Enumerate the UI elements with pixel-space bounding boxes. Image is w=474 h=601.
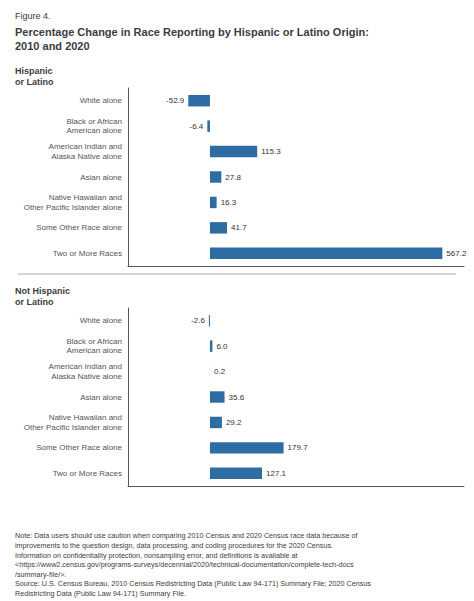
svg-text:American alone: American alone [66,346,122,355]
svg-text:27.8: 27.8 [225,173,241,182]
svg-text:Other Pacific Islander alone: Other Pacific Islander alone [24,423,123,432]
svg-text:Source: U.S. Census Bureau, 20: Source: U.S. Census Bureau, 2010 Census … [15,579,371,588]
svg-text:41.7: 41.7 [231,223,247,232]
svg-text:2010 and 2020: 2010 and 2020 [15,40,90,52]
svg-text:or Latino: or Latino [15,297,54,307]
svg-text:American Indian and: American Indian and [49,142,122,151]
svg-text:Two or More Races: Two or More Races [53,249,122,258]
svg-text:Native Hawaiian and: Native Hawaiian and [49,413,122,422]
svg-text:or Latino: or Latino [15,77,54,87]
svg-text:Black or African: Black or African [66,337,122,346]
svg-text:Some Other Race alone: Some Other Race alone [36,223,122,232]
svg-text:American alone: American alone [66,126,122,135]
svg-text:Note: Data users should use ca: Note: Data users should use caution when… [15,531,357,540]
svg-text:Percentage Change in Race Repo: Percentage Change in Race Reporting by H… [15,26,369,38]
svg-text:Native Hawaiian and: Native Hawaiian and [49,193,122,202]
svg-text:Information on confidentiality: Information on confidentiality protectio… [15,551,297,560]
svg-text:Not Hispanic: Not Hispanic [15,286,70,296]
svg-text:29.2: 29.2 [226,418,242,427]
svg-text:<https://www2.census.gov/progr: <https://www2.census.gov/programs-survey… [15,560,354,569]
svg-text:179.7: 179.7 [288,443,309,452]
svg-text:-52.9: -52.9 [166,96,185,105]
svg-text:Black or African: Black or African [66,117,122,126]
svg-text:0.2: 0.2 [214,367,226,376]
svg-text:6.0: 6.0 [216,342,228,351]
svg-text:improvements to the question d: improvements to the question design, dat… [15,541,333,550]
svg-text:Figure 4.: Figure 4. [15,11,51,21]
svg-text:35.6: 35.6 [229,393,245,402]
svg-text:-2.6: -2.6 [191,316,205,325]
svg-text:Some Other Race alone: Some Other Race alone [36,443,122,452]
svg-text:Asian alone: Asian alone [80,173,122,182]
svg-text:567.2: 567.2 [446,249,467,258]
svg-text:-6.4: -6.4 [190,122,204,131]
svg-text:Alaska Native alone: Alaska Native alone [51,152,122,161]
svg-text:115.3: 115.3 [261,147,281,156]
svg-text:White alone: White alone [80,96,123,105]
svg-text:Redistricting Data (Public Law: Redistricting Data (Public Law 94-171) S… [15,589,186,598]
svg-text:White alone: White alone [80,316,123,325]
svg-text:Two or More Races: Two or More Races [53,469,122,478]
svg-text:Other Pacific Islander alone: Other Pacific Islander alone [24,203,123,212]
svg-text:Hispanic: Hispanic [15,66,53,76]
svg-text:American Indian and: American Indian and [49,362,122,371]
svg-text:Alaska Native alone: Alaska Native alone [51,372,122,381]
svg-text:127.1: 127.1 [266,469,287,478]
svg-text:16.3: 16.3 [221,198,237,207]
svg-text:/summary-file/>.: /summary-file/>. [15,570,66,579]
svg-text:Asian alone: Asian alone [80,393,122,402]
